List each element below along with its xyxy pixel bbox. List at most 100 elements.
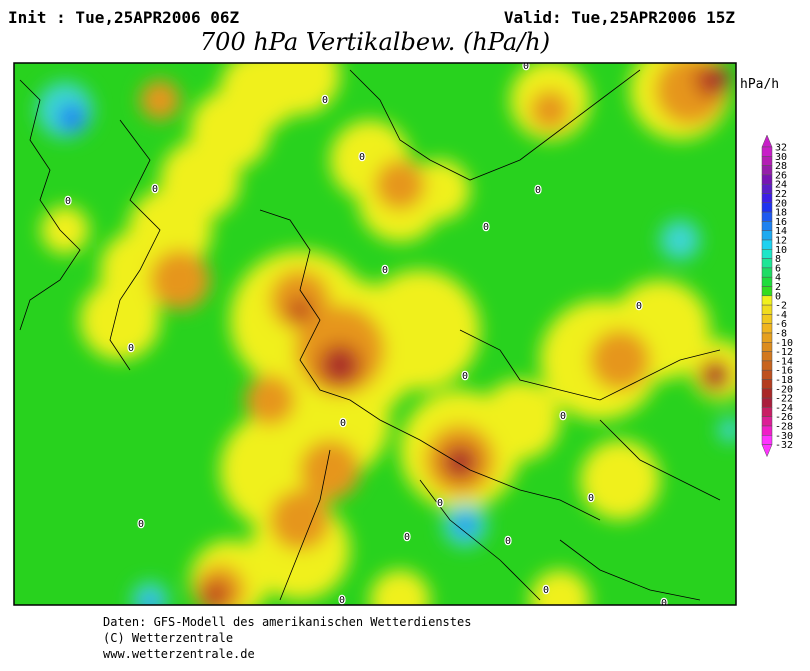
- colorbar-label: -16: [775, 366, 793, 377]
- field-blob: [140, 80, 180, 120]
- colorbar-box: [761, 258, 773, 269]
- colorbar-box: [761, 369, 773, 380]
- colorbar-label: 2: [775, 282, 781, 293]
- contour-label: 0: [339, 595, 345, 606]
- colorbar-arrow-bottom: [761, 444, 773, 458]
- colorbar-box: [761, 193, 773, 204]
- field-blob: [530, 570, 590, 605]
- contour-label: 0: [588, 493, 594, 504]
- colorbar-box: [761, 416, 773, 427]
- colorbar-box: [761, 351, 773, 362]
- colorbar-label: 28: [775, 161, 787, 172]
- footer-line: (C) Wetterzentrale: [103, 631, 233, 645]
- footer-line: Daten: GFS-Modell des amerikanischen Wet…: [103, 615, 471, 629]
- contour-labels: 0 0 0 0 0 0 0 0 0 0 0 0 0 0 0 0 0 0 0 0 0: [64, 61, 669, 609]
- contour-label: 0: [661, 598, 667, 609]
- colorbar-box: [761, 174, 773, 185]
- field-blob: [718, 418, 736, 442]
- colorbar-box: [761, 304, 773, 315]
- colorbar-label: 32: [775, 143, 787, 154]
- colorbar-label: 6: [775, 263, 781, 274]
- colorbar-label: -2: [775, 301, 787, 312]
- colorbar-box: [761, 360, 773, 371]
- contour-label: 0: [462, 371, 468, 382]
- colorbar-label: 16: [775, 217, 787, 228]
- field-blob: [132, 582, 168, 605]
- colorbar-label: -20: [775, 384, 793, 395]
- colorbar-box: [761, 249, 773, 259]
- colorbar-box: [761, 388, 773, 399]
- contour-label: 0: [340, 418, 346, 429]
- colorbar-box: [761, 407, 773, 417]
- colorbar-label: 14: [775, 226, 787, 237]
- contour-label: 0: [359, 152, 365, 163]
- contour-label: 0: [65, 196, 71, 207]
- map-frame: [13, 62, 737, 606]
- colorbar-box: [761, 230, 773, 241]
- field-blob: [58, 104, 86, 132]
- contour-label: 0: [404, 532, 410, 543]
- colorbar-box: [761, 239, 773, 250]
- contour-label: 0: [128, 343, 134, 354]
- colorbar-label: -28: [775, 422, 793, 433]
- colorbar-label: 12: [775, 236, 787, 247]
- colorbar-box: [761, 276, 773, 287]
- colorbar-box: [761, 332, 773, 343]
- colorbar-label: 20: [775, 198, 787, 209]
- map-title: 700 hPa Vertikalbew. (hPa/h): [200, 28, 550, 56]
- field-blob: [709, 71, 727, 89]
- colorbar-box: [761, 267, 773, 278]
- colorbar-box: [761, 323, 773, 334]
- colorbar-label: -22: [775, 394, 793, 405]
- field-blob: [530, 90, 570, 130]
- colorbar-arrow-top: [761, 134, 773, 148]
- colorbar-label: 18: [775, 208, 787, 219]
- colorbar-label: -12: [775, 347, 793, 358]
- field-blob: [330, 355, 350, 375]
- field-blob: [580, 440, 660, 520]
- field-blob: [660, 220, 700, 260]
- field-blob: [201, 581, 229, 605]
- contour-label: 0: [505, 536, 511, 547]
- field-blob: [455, 515, 475, 535]
- field-blob: [245, 375, 295, 425]
- colorbar-box: [761, 146, 773, 157]
- colorbar-box: [761, 211, 773, 222]
- contour-label: 0: [523, 61, 529, 72]
- footer-line: www.wetterzentrale.de: [103, 647, 255, 661]
- field-blob: [370, 570, 430, 605]
- unit-label: hPa/h: [740, 77, 779, 92]
- field-blob: [480, 380, 560, 460]
- contour-label: 0: [560, 411, 566, 422]
- contour-label: 0: [382, 265, 388, 276]
- colorbar-label: 22: [775, 189, 787, 200]
- colorbar-box: [761, 342, 773, 352]
- contour-label: 0: [535, 185, 541, 196]
- field-blob: [300, 440, 360, 500]
- colorbar-box: [761, 286, 773, 297]
- colorbar-label: 0: [775, 291, 781, 302]
- colorbar-label: 4: [775, 273, 781, 284]
- field-blob: [410, 160, 470, 220]
- contour-label: 0: [152, 184, 158, 195]
- contour-label: 0: [483, 222, 489, 233]
- field-blob: [710, 370, 726, 386]
- colorbar: 32302826242220181614121086420-2-4-6-8-10…: [761, 134, 793, 458]
- colorbar-box: [761, 202, 773, 213]
- colorbar-box: [761, 221, 773, 231]
- contour-label: 0: [322, 95, 328, 106]
- colorbar-label: -32: [775, 440, 793, 451]
- colorbar-label: -6: [775, 319, 787, 330]
- colorbar-label: 30: [775, 152, 787, 163]
- footer: Daten: GFS-Modell des amerikanischen Wet…: [103, 615, 471, 661]
- contour-label: 0: [543, 585, 549, 596]
- colorbar-label: -24: [775, 403, 793, 414]
- colorbar-label: -14: [775, 356, 793, 367]
- map: 0 0 0 0 0 0 0 0 0 0 0 0 0 0 0 0 0 0 0 0 0: [14, 61, 736, 609]
- colorbar-box: [761, 295, 773, 306]
- colorbar-box: [761, 314, 773, 324]
- colorbar-label: -4: [775, 310, 787, 321]
- colorbar-label: -30: [775, 431, 793, 442]
- contour-label: 0: [636, 301, 642, 312]
